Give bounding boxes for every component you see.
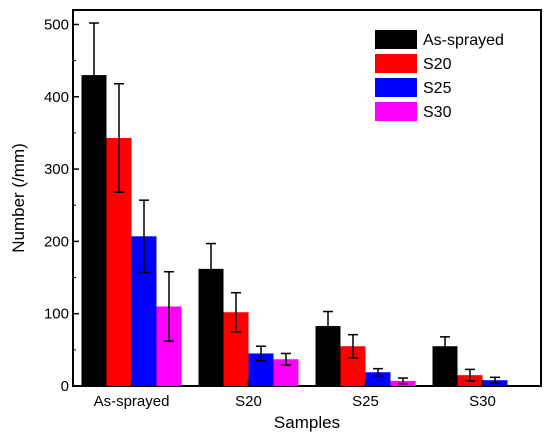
plot-frame [72, 9, 542, 387]
error-bar [139, 199, 149, 274]
legend-item: As-sprayed [375, 30, 504, 49]
error-bar [490, 376, 500, 384]
x-axis-title: Samples [274, 413, 340, 432]
y-tick-label: 400 [44, 89, 69, 106]
error-bar [281, 352, 291, 366]
error-bar [114, 83, 124, 193]
error-bar [440, 336, 450, 357]
error-bar [89, 22, 99, 128]
error-bar [206, 242, 216, 295]
y-tick-label: 200 [44, 233, 69, 250]
error-bars-layer [89, 22, 500, 385]
error-bar [398, 377, 408, 385]
error-bar [231, 291, 241, 333]
y-axis-title: Number (/mm) [9, 143, 28, 253]
y-axis: 0 100 200 300 400 500 [44, 16, 79, 395]
error-bar [348, 333, 358, 359]
y-tick-label: 500 [44, 16, 69, 33]
legend-label: As-sprayed [423, 32, 504, 49]
x-tick-label: S30 [469, 393, 496, 410]
legend-item: S30 [375, 102, 452, 121]
error-bar [465, 368, 475, 382]
x-axis: As-sprayed S20 S25 S30 [94, 380, 496, 410]
legend-label: S25 [423, 80, 452, 97]
legend-swatch [375, 102, 417, 121]
bars-layer [81, 75, 508, 387]
y-tick-label: 300 [44, 161, 69, 178]
legend-label: S20 [423, 56, 452, 73]
error-bar [164, 271, 174, 342]
legend-label: S30 [423, 104, 452, 121]
legend-swatch [375, 78, 417, 97]
legend-swatch [375, 30, 417, 49]
bar [365, 372, 391, 386]
plot-area: 0 100 200 300 400 500 As-sprayed S20 S25 S30 [44, 9, 542, 410]
y-tick-label: 100 [44, 306, 69, 323]
x-tick-label: S20 [235, 393, 262, 410]
legend-item: S25 [375, 78, 452, 97]
legend-item: S20 [375, 54, 452, 73]
legend: As-sprayed S20 S25 S30 [375, 30, 504, 121]
x-tick-label: S25 [352, 393, 379, 410]
error-bar [323, 310, 333, 342]
error-bar [256, 345, 266, 362]
legend-swatch [375, 54, 417, 73]
x-tick-label: As-sprayed [94, 393, 170, 410]
y-tick-label: 0 [61, 378, 69, 395]
error-bar [373, 367, 383, 377]
